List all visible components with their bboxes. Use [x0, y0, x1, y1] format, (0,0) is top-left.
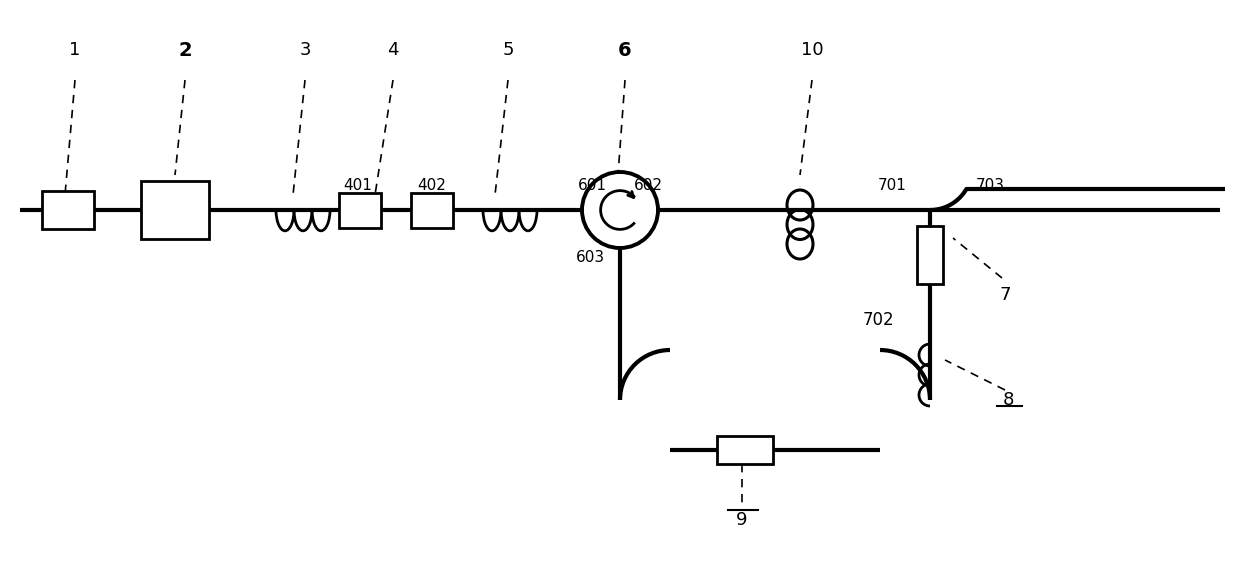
Bar [410, 192, 453, 227]
Circle shape [582, 172, 658, 248]
Text: 401: 401 [343, 177, 372, 192]
Text: 5: 5 [502, 41, 513, 59]
Bar [918, 226, 942, 284]
Text: 9: 9 [737, 511, 748, 529]
Text: 602: 602 [634, 177, 662, 192]
Text: 701: 701 [878, 177, 906, 192]
Bar [339, 192, 381, 227]
Text: 703: 703 [976, 177, 1004, 192]
Text: 6: 6 [619, 41, 632, 60]
Text: 8: 8 [1002, 391, 1013, 409]
Text: 10: 10 [801, 41, 823, 59]
Text: 3: 3 [299, 41, 311, 59]
Bar [42, 191, 94, 229]
Bar [141, 181, 210, 239]
Text: 603: 603 [575, 250, 605, 266]
Text: 1: 1 [69, 41, 81, 59]
Text: 402: 402 [418, 177, 446, 192]
Text: 7: 7 [999, 286, 1011, 304]
Text: 601: 601 [578, 177, 606, 192]
Text: 4: 4 [387, 41, 399, 59]
Text: 702: 702 [862, 311, 894, 329]
Bar [717, 436, 773, 464]
Text: 2: 2 [179, 41, 192, 60]
